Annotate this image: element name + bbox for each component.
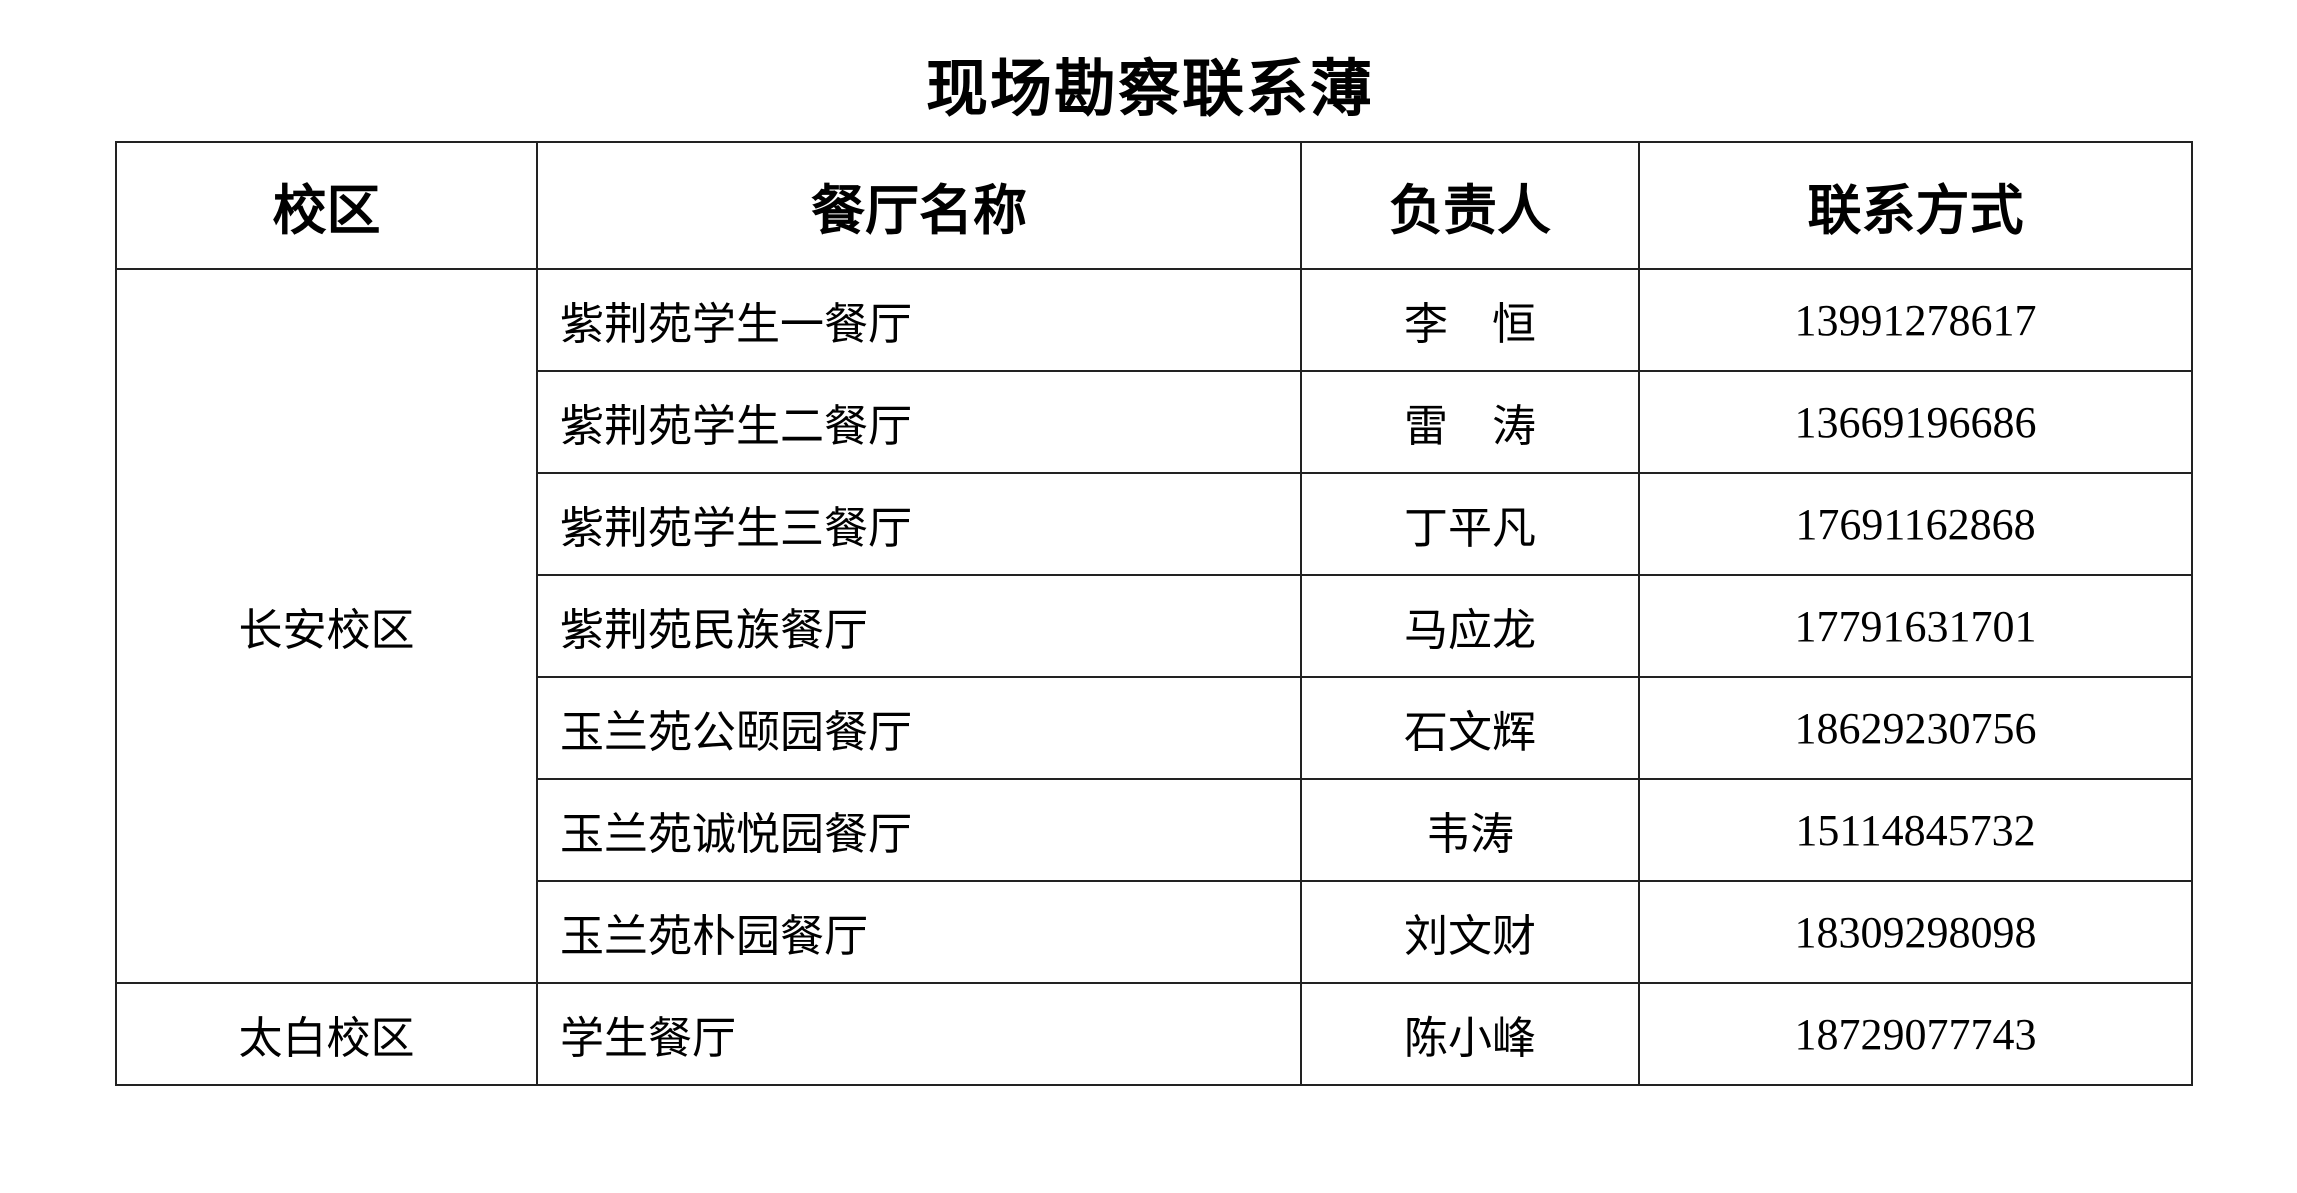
phone-cell: 18729077743 [1638, 982, 2193, 1086]
campus-cell: 长安校区 [115, 268, 538, 984]
table-row: 玉兰苑诚悦园餐厅 韦涛 15114845732 [116, 778, 2193, 882]
header-restaurant: 餐厅名称 [536, 141, 1302, 270]
person-cell: 石文辉 [1300, 676, 1640, 780]
person-cell: 雷 涛 [1300, 370, 1640, 474]
header-phone: 联系方式 [1638, 141, 2193, 270]
phone-cell: 17791631701 [1638, 574, 2193, 678]
restaurant-cell: 紫荆苑学生一餐厅 [536, 268, 1302, 372]
campus-cell: 太白校区 [115, 982, 538, 1086]
person-cell: 李 恒 [1300, 268, 1640, 372]
restaurant-cell: 紫荆苑民族餐厅 [536, 574, 1302, 678]
phone-cell: 18309298098 [1638, 880, 2193, 984]
contact-table: 校区 餐厅名称 负责人 联系方式 长安校区 紫荆苑学生一餐厅 李 恒 13991… [115, 141, 2193, 1086]
restaurant-cell: 紫荆苑学生三餐厅 [536, 472, 1302, 576]
restaurant-cell: 玉兰苑诚悦园餐厅 [536, 778, 1302, 882]
table-row: 太白校区 学生餐厅 陈小峰 18729077743 [115, 982, 2193, 1086]
table-header-row: 校区 餐厅名称 负责人 联系方式 [115, 141, 2193, 270]
restaurant-cell: 玉兰苑朴园餐厅 [536, 880, 1302, 984]
table-row: 紫荆苑学生二餐厅 雷 涛 13669196686 [116, 370, 2193, 474]
person-cell: 丁平凡 [1300, 472, 1640, 576]
phone-cell: 13669196686 [1638, 370, 2193, 474]
header-campus: 校区 [115, 141, 538, 270]
table-row: 玉兰苑公颐园餐厅 石文辉 18629230756 [116, 676, 2193, 780]
table-row: 玉兰苑朴园餐厅 刘文财 18309298098 [116, 880, 2193, 984]
restaurant-cell: 学生餐厅 [536, 982, 1302, 1086]
restaurant-cell: 玉兰苑公颐园餐厅 [536, 676, 1302, 780]
phone-cell: 15114845732 [1638, 778, 2193, 882]
phone-cell: 18629230756 [1638, 676, 2193, 780]
table-row: 紫荆苑学生三餐厅 丁平凡 17691162868 [116, 472, 2193, 576]
restaurant-cell: 紫荆苑学生二餐厅 [536, 370, 1302, 474]
phone-cell: 17691162868 [1638, 472, 2193, 576]
person-cell: 马应龙 [1300, 574, 1640, 678]
page-title: 现场勘察联系薄 [925, 56, 1374, 124]
phone-cell: 13991278617 [1638, 268, 2193, 372]
table-row: 紫荆苑民族餐厅 马应龙 17791631701 [116, 574, 2193, 678]
header-person: 负责人 [1300, 141, 1640, 270]
person-cell: 韦涛 [1300, 778, 1640, 882]
person-cell: 陈小峰 [1300, 982, 1640, 1086]
person-cell: 刘文财 [1300, 880, 1640, 984]
table-row: 长安校区 紫荆苑学生一餐厅 李 恒 13991278617 [115, 268, 2193, 984]
